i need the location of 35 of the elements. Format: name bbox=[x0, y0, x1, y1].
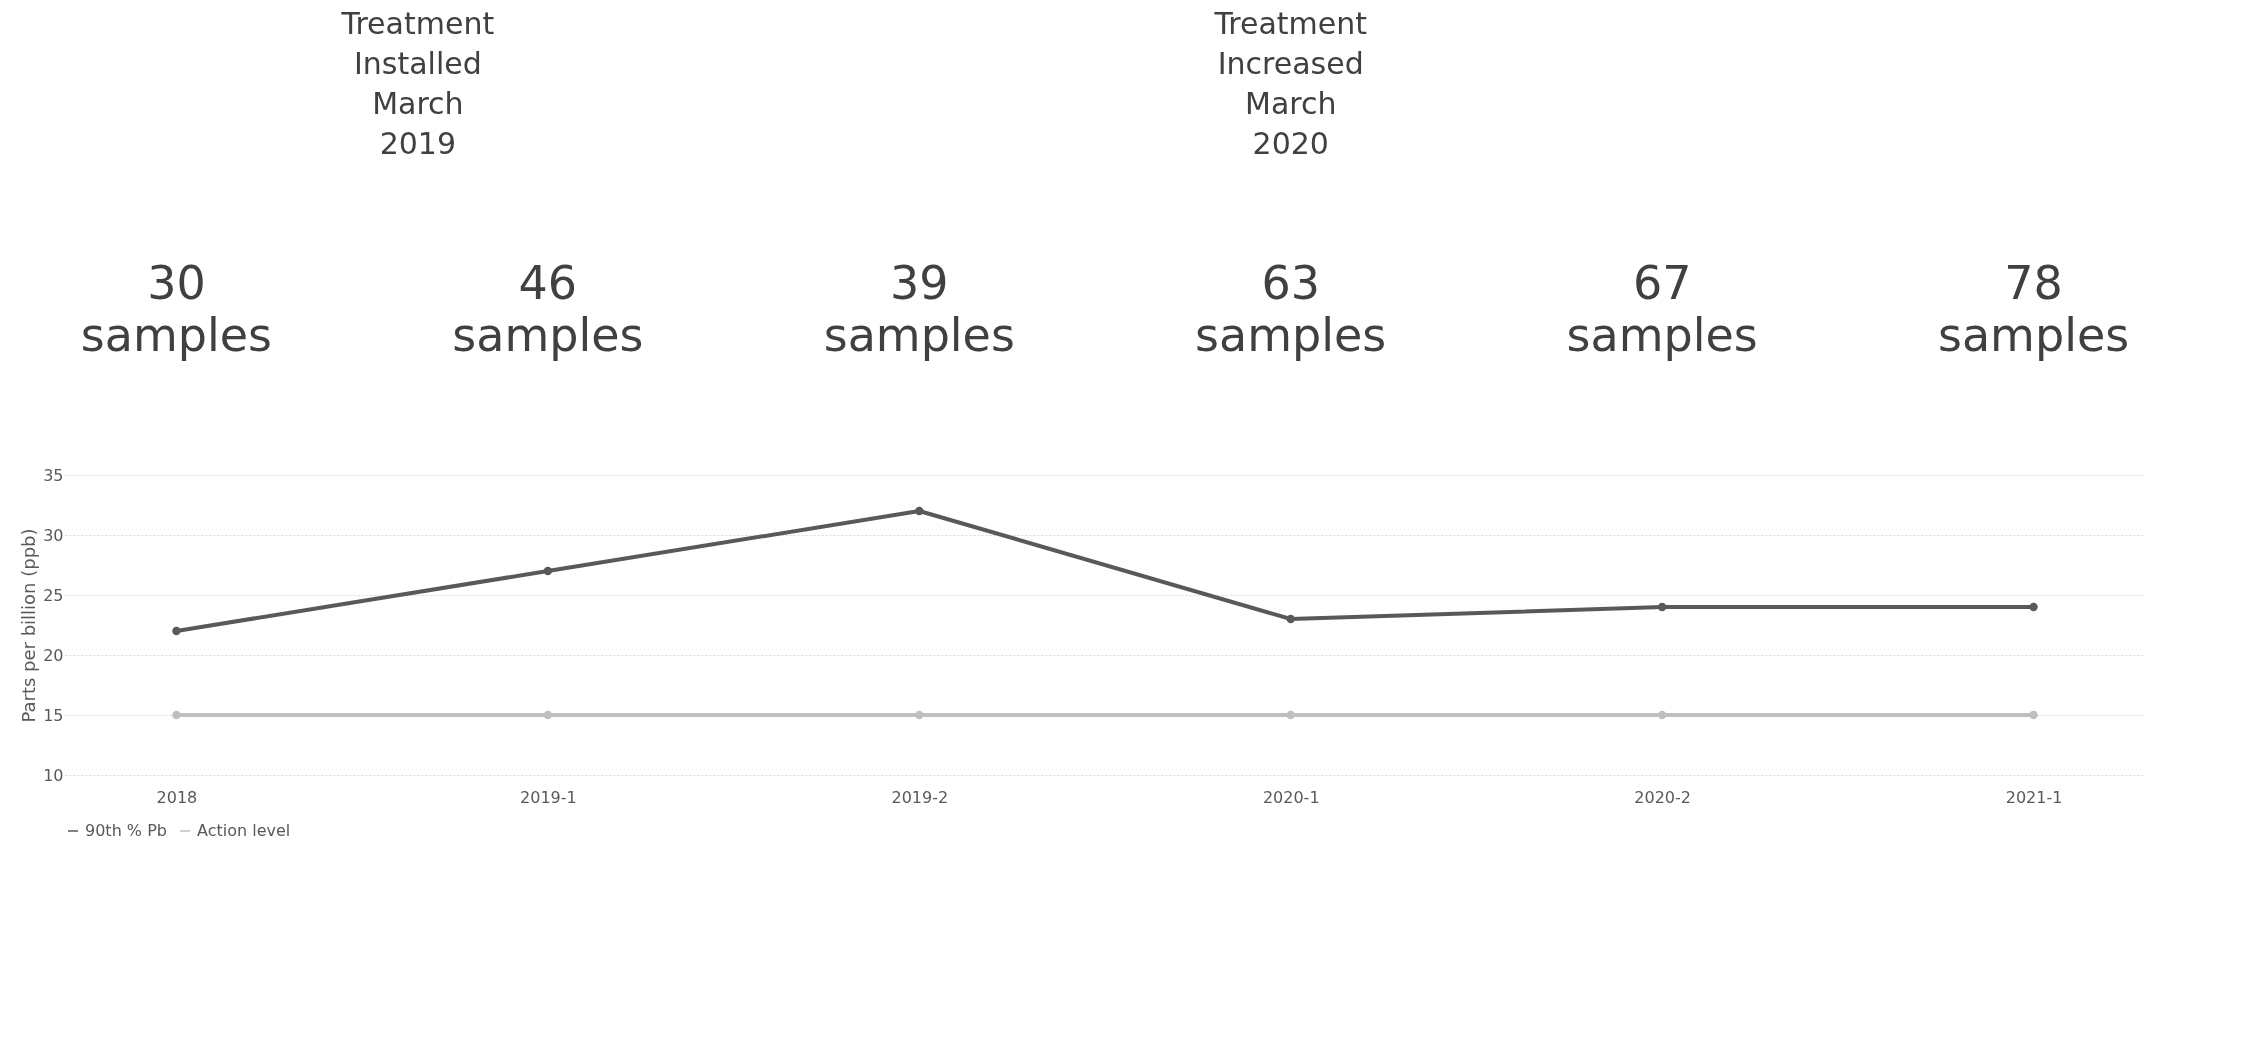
y-tick-label: 30 bbox=[43, 525, 64, 545]
x-tick-label: 2020-2 bbox=[1634, 787, 1691, 807]
point bbox=[172, 626, 181, 636]
point bbox=[2029, 710, 2038, 720]
y-tick-label: 35 bbox=[43, 465, 64, 485]
text: Treatment Installed March 2019 bbox=[340, 6, 495, 161]
y-tick-label: 10 bbox=[43, 765, 64, 785]
text: 30 samples bbox=[80, 256, 273, 362]
legend-label: Action level bbox=[197, 821, 291, 840]
x-tick-label: 2020-1 bbox=[1262, 787, 1320, 807]
y-tick-label: 20 bbox=[43, 645, 64, 665]
point bbox=[172, 710, 181, 720]
text: 67 samples bbox=[1566, 256, 1758, 362]
point bbox=[915, 710, 924, 720]
text: 63 samples bbox=[1195, 256, 1387, 362]
point bbox=[1657, 602, 1667, 612]
point bbox=[915, 506, 924, 516]
legend-label: 90th % Pb bbox=[85, 821, 167, 840]
y-tick-label: 25 bbox=[43, 585, 64, 605]
point bbox=[543, 566, 553, 576]
text: 78 samples bbox=[1937, 256, 2130, 362]
text: 39 samples bbox=[823, 256, 1015, 362]
x-tick-label: 2018 bbox=[156, 787, 198, 807]
point bbox=[1286, 710, 1295, 720]
point bbox=[543, 710, 553, 720]
y-axis-title: Parts per billion (ppb) bbox=[18, 528, 40, 723]
x-tick-label: 2019-1 bbox=[520, 787, 577, 807]
x-tick-label: 2021-1 bbox=[2005, 787, 2063, 807]
point bbox=[2029, 602, 2038, 612]
x-tick-label: 2019-2 bbox=[891, 787, 949, 807]
y-tick-label: 15 bbox=[43, 705, 64, 725]
text: 46 samples bbox=[452, 256, 644, 362]
text: Treatment Increased March 2020 bbox=[1213, 6, 1368, 161]
point bbox=[1286, 614, 1295, 624]
point bbox=[1657, 710, 1667, 720]
